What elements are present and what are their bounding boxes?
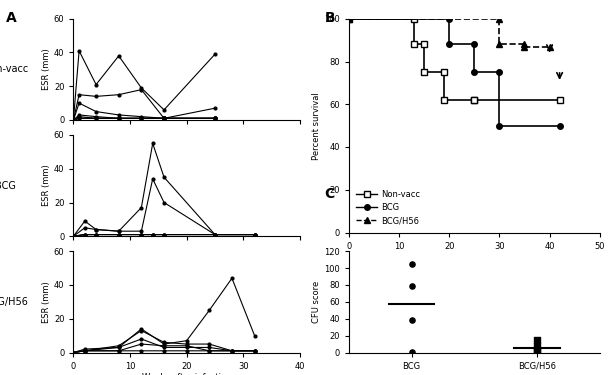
Y-axis label: ESR (mm): ESR (mm) <box>42 165 51 207</box>
Y-axis label: ESR (mm): ESR (mm) <box>42 281 51 323</box>
Text: B: B <box>324 11 335 25</box>
Point <box>532 349 542 355</box>
Point <box>532 347 542 353</box>
Y-axis label: ESR (mm): ESR (mm) <box>42 48 51 90</box>
Y-axis label: CFU score: CFU score <box>312 281 321 323</box>
Point <box>406 261 416 267</box>
Text: A: A <box>6 11 17 25</box>
Text: Non-vacc: Non-vacc <box>0 64 28 74</box>
X-axis label: Weeks after infection: Weeks after infection <box>430 253 519 262</box>
X-axis label: Weeks after infection: Weeks after infection <box>142 373 231 375</box>
Point <box>406 317 416 323</box>
Text: BCG/H56: BCG/H56 <box>0 297 28 307</box>
Point <box>406 283 416 289</box>
Y-axis label: Percent survival: Percent survival <box>312 92 321 159</box>
Text: BCG: BCG <box>0 181 16 190</box>
Point <box>532 337 542 343</box>
Point <box>406 349 416 355</box>
Legend: Non-vacc, BCG, BCG/H56: Non-vacc, BCG, BCG/H56 <box>353 186 424 228</box>
Point <box>532 343 542 349</box>
Text: C: C <box>324 188 335 201</box>
